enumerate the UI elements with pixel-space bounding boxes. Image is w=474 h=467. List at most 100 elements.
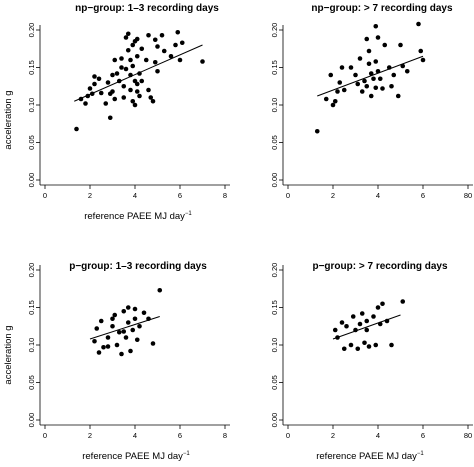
data-point (335, 89, 340, 94)
regression-line (317, 55, 424, 97)
data-point (139, 78, 145, 84)
y-axis-label: acceleration g (3, 90, 14, 149)
data-point (87, 86, 93, 91)
data-point (105, 335, 111, 340)
y-tick-label: 0.15 (270, 60, 279, 75)
y-tick-label: 0.10 (270, 98, 279, 113)
x-tick-label: 2 (331, 431, 335, 440)
y-tick-label: 0.05 (27, 135, 36, 150)
y-tick-label: 0.05 (270, 135, 279, 150)
data-point (143, 57, 149, 63)
data-point (121, 329, 127, 334)
data-point (155, 44, 160, 49)
data-point (175, 29, 181, 35)
y-tick-label: 0.00 (27, 173, 36, 188)
data-point (132, 102, 138, 108)
data-point (371, 76, 376, 82)
data-point (314, 128, 320, 134)
data-point (332, 327, 338, 333)
data-point (357, 56, 363, 61)
data-point (137, 323, 142, 329)
data-point (137, 93, 142, 99)
data-point (391, 72, 397, 78)
data-point (373, 85, 379, 91)
panel-np-gt7: np−group: > 7 recording days 0 2 4 6 80 0.00 0… (270, 3, 473, 200)
data-point (123, 66, 129, 72)
x-axis-label: reference PAEE MJ day−1 (316, 451, 424, 462)
data-point (398, 42, 403, 48)
data-point (373, 59, 379, 64)
data-point (98, 318, 104, 324)
data-point (341, 346, 347, 352)
data-point (400, 63, 406, 69)
data-point (364, 36, 370, 42)
data-point (152, 37, 158, 43)
data-point (125, 320, 131, 325)
data-point (355, 346, 361, 352)
panel-title: p−group: 1–3 recording days (69, 261, 207, 272)
panel-p-gt7: p−group: > 7 recording days reference PA… (270, 261, 473, 462)
data-point (357, 321, 363, 327)
data-point (134, 36, 140, 42)
data-point (332, 98, 338, 104)
y-tick-label: 0.00 (27, 413, 36, 428)
data-point (418, 48, 424, 54)
data-point (380, 86, 385, 91)
data-point (105, 80, 111, 85)
data-point (373, 342, 379, 348)
x-tick-label: 0 (43, 431, 47, 440)
x-tick-label: 0 (286, 191, 290, 200)
data-point (110, 89, 115, 94)
data-point (420, 57, 426, 63)
x-tick-label: 6 (178, 431, 182, 440)
data-point (74, 126, 79, 132)
data-point (375, 35, 381, 40)
data-point (359, 311, 365, 316)
data-point (123, 35, 129, 40)
data-point (119, 65, 124, 70)
y-tick-label: 0.05 (27, 375, 36, 390)
data-point (395, 93, 401, 99)
data-point (96, 76, 102, 82)
data-point (105, 344, 111, 349)
data-point (85, 93, 91, 99)
x-tick-label: 2 (88, 431, 92, 440)
data-point (89, 91, 95, 97)
x-tick-label: 80 (464, 191, 472, 200)
data-point (134, 81, 140, 87)
x-axis-label: reference PAEE MJ day−1 (84, 211, 192, 222)
x-tick-label: 4 (376, 191, 380, 200)
data-point (101, 344, 106, 350)
data-point (128, 72, 133, 78)
data-point (384, 318, 390, 324)
data-point (152, 59, 158, 65)
data-point (173, 42, 178, 48)
data-point (141, 310, 147, 316)
data-point (177, 57, 183, 63)
y-tick-label: 0.15 (27, 60, 36, 75)
data-point (382, 42, 388, 48)
data-point (200, 59, 205, 64)
x-tick-label: 6 (178, 191, 182, 200)
data-point (389, 342, 394, 348)
x-tick-label: 0 (286, 431, 290, 440)
data-point (130, 42, 136, 48)
data-point (83, 101, 88, 106)
data-point (328, 72, 334, 78)
data-point (366, 344, 372, 349)
data-point (121, 308, 127, 314)
x-tick-label: 4 (376, 431, 380, 440)
data-point (125, 47, 131, 53)
y-axis-label: acceleration g (3, 325, 14, 384)
data-point (359, 89, 365, 94)
data-point (364, 83, 370, 89)
y-tick-label: 0.15 (27, 300, 36, 315)
data-point (110, 316, 115, 322)
x-tick-label: 8 (223, 431, 227, 440)
data-point (339, 320, 345, 325)
data-point (114, 342, 120, 348)
data-point (150, 98, 156, 104)
data-point (168, 53, 174, 59)
data-point (339, 65, 345, 70)
data-point (386, 65, 392, 70)
